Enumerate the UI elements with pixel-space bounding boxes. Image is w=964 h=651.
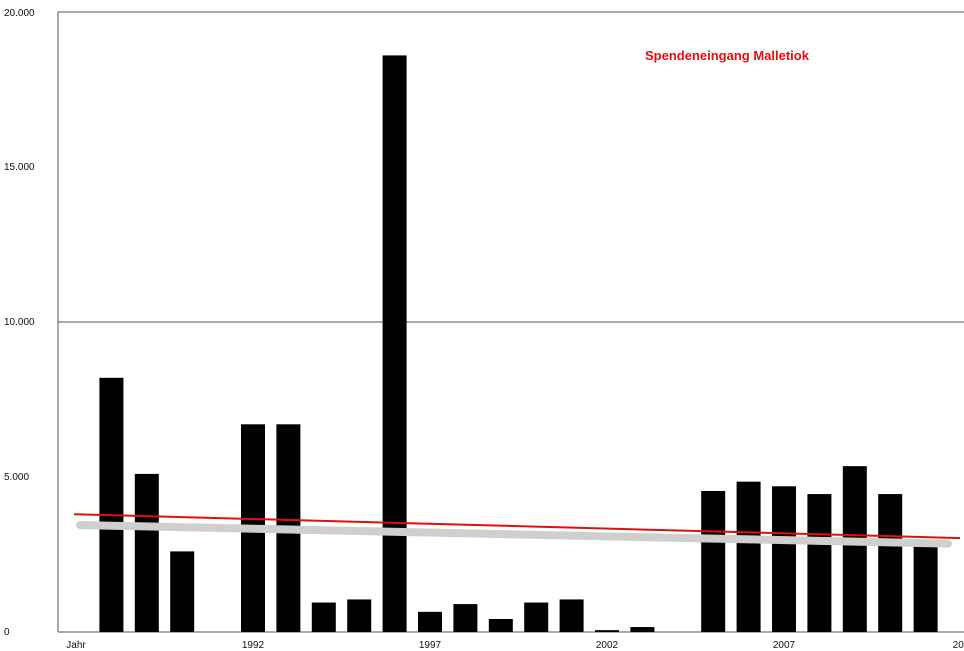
bar-1999 <box>488 618 513 632</box>
trendline-shadow <box>76 521 952 548</box>
y-tick-label: 15.000 <box>4 162 35 173</box>
bar-2009 <box>842 466 867 632</box>
x-tick-label: 1992 <box>242 640 265 651</box>
bar-2002 <box>595 630 619 632</box>
y-tick-label: 5.000 <box>4 472 29 483</box>
bar-1994 <box>311 602 336 632</box>
bar-2001 <box>559 599 584 632</box>
y-tick-label: 0 <box>4 627 10 638</box>
bar-2011 <box>913 542 938 632</box>
x-tick-label: 2002 <box>596 640 619 651</box>
bar-1996 <box>382 55 407 632</box>
bar-1990 <box>170 551 195 632</box>
bar-2006 <box>736 481 761 632</box>
bar-2008 <box>807 494 832 632</box>
bar-1995 <box>347 599 372 632</box>
trendline <box>73 513 961 540</box>
bar-2000 <box>524 602 549 632</box>
x-tick-label: 201 <box>953 640 964 651</box>
bar-1989 <box>134 473 159 632</box>
bar-1988 <box>99 377 124 632</box>
bar-1998 <box>453 604 478 632</box>
x-tick-label: 2007 <box>773 640 796 651</box>
x-tick-label: 1997 <box>419 640 442 651</box>
x-tick-label: Jahr <box>66 640 86 651</box>
y-tick-label: 20.000 <box>4 8 35 19</box>
y-tick-label: 10.000 <box>4 317 35 328</box>
bar-1997 <box>418 611 442 632</box>
bar-2003 <box>630 627 655 632</box>
bar-2010 <box>878 494 903 632</box>
bar-2007 <box>772 486 796 632</box>
chart-title: Spendeneingang Malletiok <box>645 48 810 63</box>
bar-2005 <box>701 490 726 632</box>
